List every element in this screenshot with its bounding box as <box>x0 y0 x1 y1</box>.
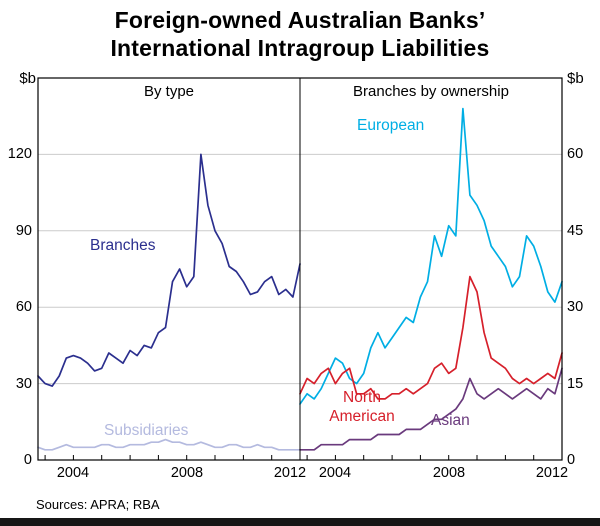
y-tick-label: 30 <box>567 299 584 315</box>
y-tick-label: 45 <box>567 223 584 239</box>
y-tick-label: 60 <box>567 146 584 162</box>
x-tick-label: 2004 <box>56 465 90 481</box>
chart-title-line2: International Intragroup Liabilities <box>110 35 490 61</box>
y-tick-label: 120 <box>7 146 32 162</box>
left-axis-unit-label: $b <box>19 70 36 87</box>
chart-title: Foreign-owned Australian Banks’ Internat… <box>0 6 600 62</box>
x-tick-label: 2012 <box>535 465 569 481</box>
bottom-bar <box>0 518 600 526</box>
north-american-label-line1: North <box>343 389 381 406</box>
european-series-label: European <box>357 117 425 134</box>
y-tick-label: 0 <box>23 452 32 468</box>
x-tick-label: 2008 <box>432 465 466 481</box>
north-american-label-line2: American <box>329 408 395 425</box>
y-tick-label: 90 <box>15 223 32 239</box>
left-panel-title: By type <box>143 83 195 100</box>
right-panel-title: Branches by ownership <box>353 83 509 100</box>
branches-series-label: Branches <box>90 237 156 254</box>
asian-series-label: Asian <box>431 412 470 429</box>
chart-title-line1: Foreign-owned Australian Banks’ <box>114 7 486 33</box>
right-axis-unit-label: $b <box>567 70 584 87</box>
north-american-series-label: North American <box>314 388 410 426</box>
x-tick-label: 2004 <box>318 465 352 481</box>
y-tick-label: 15 <box>567 376 584 392</box>
y-tick-label: 30 <box>15 376 32 392</box>
y-tick-label: 60 <box>15 299 32 315</box>
y-tick-label: 0 <box>567 452 576 468</box>
source-note: Sources: APRA; RBA <box>36 497 160 512</box>
x-tick-label: 2012 <box>273 465 307 481</box>
x-tick-label: 2008 <box>170 465 204 481</box>
subsidiaries-series-label: Subsidiaries <box>104 422 189 439</box>
